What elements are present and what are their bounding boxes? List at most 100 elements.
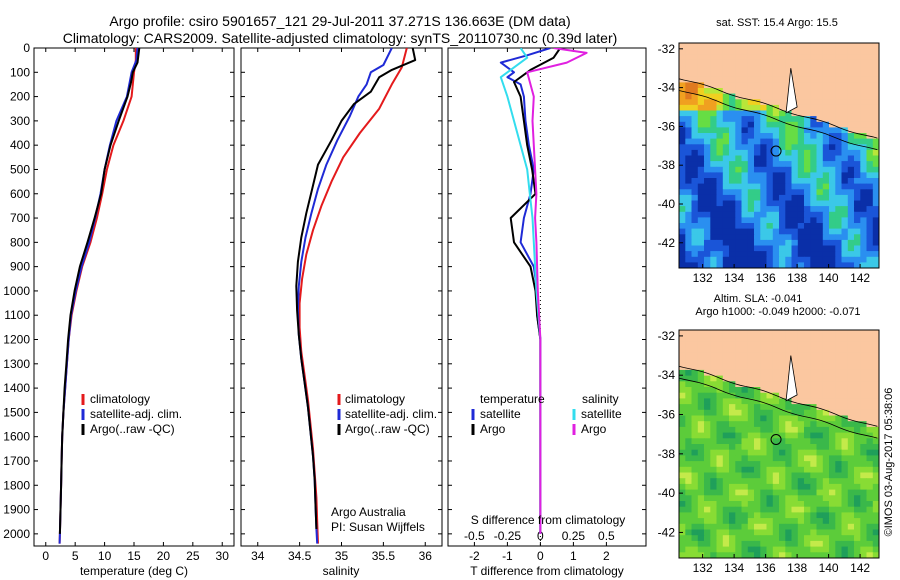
map-cell [760,352,767,359]
map-cell [841,234,849,241]
map-cell [822,256,830,263]
map-cell [841,189,849,196]
map-cell [847,466,855,473]
map-cell [785,478,792,485]
map-cell [860,138,867,145]
map-cell [872,438,879,445]
y-tick-label: 0 [23,41,30,55]
map-cell [704,518,711,525]
map-cell [754,149,761,156]
map-cell [835,71,842,78]
map-cell [760,455,767,462]
map-cell [679,552,686,558]
map-cell [854,155,861,162]
map-cell [754,200,761,207]
map-cell [866,495,874,502]
map-cell [697,166,705,173]
map-cell [847,478,855,485]
map-cell [841,217,849,224]
map-cell [866,506,874,513]
map-cell [747,369,755,376]
legend-label: satellite-adj. clim. [345,407,437,421]
map-cell [810,472,817,479]
map-cell [872,99,879,106]
map-cell [791,478,799,485]
x-tick-label: -1 [502,549,513,563]
map-cell [747,149,755,156]
map-cell [835,245,842,252]
map-cell [710,189,717,196]
map-cell [797,71,805,78]
map-cell [741,166,749,173]
map-cell [841,88,849,94]
map-cell [866,71,874,78]
map-cell [804,116,811,123]
x-tick-label: -2 [469,549,480,563]
map-cell [854,223,861,229]
map-cell [810,409,817,416]
map-cell [685,449,692,456]
map-cell [847,421,855,428]
map-cell [729,178,736,184]
map-cell [797,65,805,72]
map-cell [804,552,811,558]
map-cell [822,43,830,49]
map-cell [747,404,755,411]
map-cell [779,48,786,55]
map-cell [735,71,742,78]
map-cell [829,82,836,89]
map-cell [760,347,767,354]
map-cell [791,149,799,156]
map-cell [854,217,861,224]
map-cell [716,552,724,558]
map-cell [779,404,786,411]
map-cell [760,223,767,229]
map-cell [741,375,749,382]
map-cell [760,387,767,394]
map-cell [685,82,692,89]
map-cell [829,43,836,49]
map-cell [735,449,742,456]
map-cell [741,110,749,117]
map-cell [685,223,692,229]
map-cell [772,48,780,55]
map-cell [791,234,799,241]
map-cell [679,438,686,445]
map-cell [760,421,767,428]
map-cell [729,239,736,246]
argo-position-marker [770,145,782,157]
map-cell [710,330,717,337]
map-cell [816,256,824,263]
series-group [499,48,588,534]
map-cell [772,432,780,439]
map-cell [791,161,799,168]
map-cell [704,364,711,371]
map-cell [785,54,792,61]
map-cell [860,149,867,156]
map-cell [835,256,842,263]
map-cell [760,189,767,196]
map-cell [866,341,874,348]
map-cell [822,483,830,490]
map-cell [697,178,705,184]
map-cell [847,341,855,348]
map-cell [766,489,774,496]
map-cell [691,166,699,173]
map-cell [716,211,724,218]
map-cell [741,455,749,462]
map-cell [691,256,699,263]
map-cell [860,172,867,179]
map-cell [847,228,855,235]
map-cell [835,518,842,525]
map-cell [797,239,805,246]
map-cell [710,161,717,168]
map-cell [697,409,705,416]
map-cell [772,438,780,445]
map-cell [704,144,711,151]
map-cell [841,104,849,111]
map-cell [841,335,849,342]
map-cell [816,228,824,235]
map-cell [697,76,705,83]
map-cell [679,512,686,519]
map-cell [754,449,761,456]
